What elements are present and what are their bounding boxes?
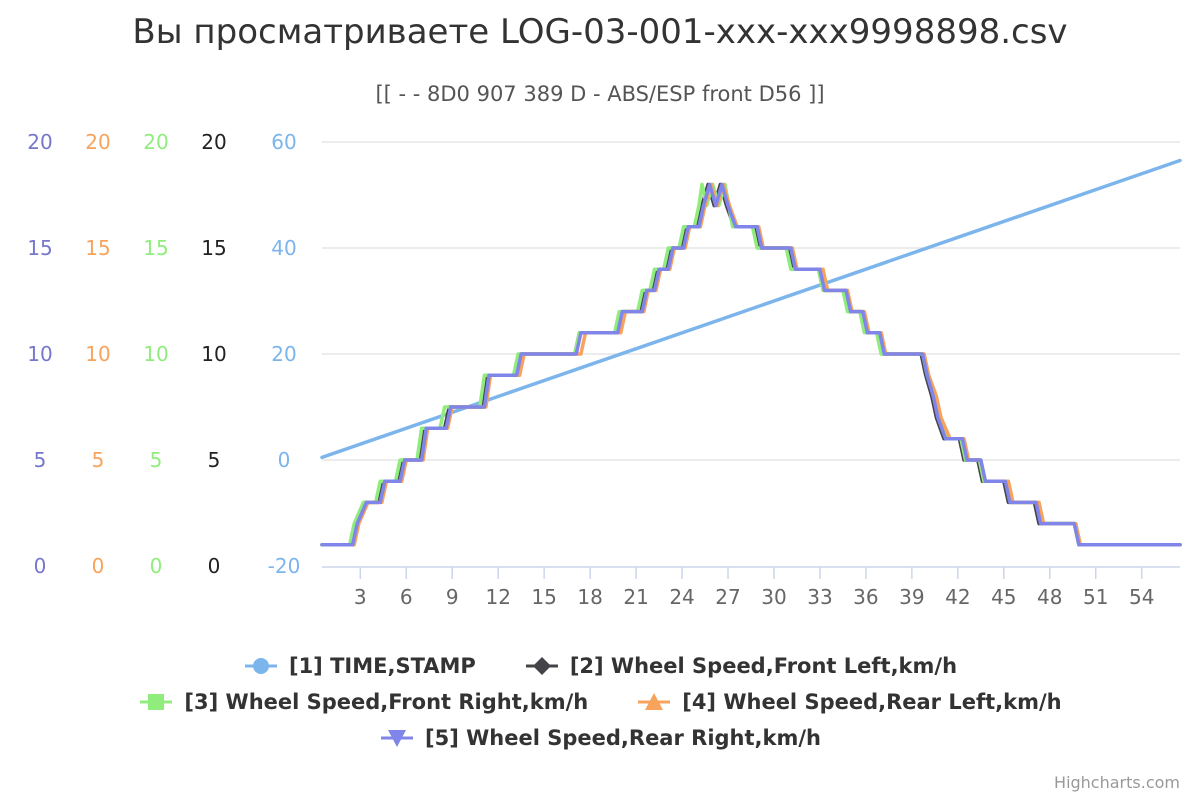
- legend-row: [5] Wheel Speed,Rear Right,km/h: [0, 720, 1200, 756]
- legend-item[interactable]: [5] Wheel Speed,Rear Right,km/h: [379, 726, 821, 750]
- x-tick-label: 12: [485, 585, 510, 609]
- x-tick-label: 15: [531, 585, 556, 609]
- y-tick-label: 10: [85, 342, 110, 366]
- y-tick-label: 20: [201, 130, 226, 154]
- series-line-2: [320, 182, 1182, 547]
- x-tick-label: 39: [899, 585, 924, 609]
- x-tick-label: 48: [1037, 585, 1062, 609]
- y-tick-label: 0: [34, 554, 47, 578]
- y-tick-label: 0: [92, 554, 105, 578]
- x-tick-label: 42: [945, 585, 970, 609]
- y-axis-a3: 0 5 10 15 20: [143, 130, 168, 578]
- legend-label: [4] Wheel Speed,Rear Left,km/h: [682, 690, 1062, 714]
- gridlines: [322, 141, 1180, 461]
- legend-item[interactable]: [3] Wheel Speed,Front Right,km/h: [138, 690, 588, 714]
- triangle-icon: [638, 693, 671, 710]
- x-tick-label: 21: [623, 585, 648, 609]
- legend-row: [1] TIME,STAMP [2] Wheel Speed,Front Left…: [0, 648, 1200, 684]
- y-axes: 0 5 10 15 20 0 5 10 15 20 0 5 10 15 20 0 5 10 15 20 -20 0 20 40…: [27, 130, 300, 578]
- legend-row: [3] Wheel Speed,Front Right,km/h [4] Whee…: [0, 684, 1200, 720]
- legend-label: [2] Wheel Speed,Front Left,km/h: [569, 654, 958, 678]
- triangle-down-icon: [381, 730, 414, 747]
- y-axis-a1: 0 5 10 15 20: [27, 130, 52, 578]
- y-axis-a5: -20 0 20 40 60: [268, 130, 301, 578]
- y-tick-label: 5: [208, 448, 221, 472]
- y-tick-label: 5: [34, 448, 47, 472]
- y-axis-a4: 0 5 10 15 20: [201, 130, 226, 578]
- y-tick-label: 5: [92, 448, 105, 472]
- y-tick-label: 15: [143, 236, 168, 260]
- x-tick-label: 9: [446, 585, 459, 609]
- y-tick-label: 5: [150, 448, 163, 472]
- y-tick-label: 20: [85, 130, 110, 154]
- square-icon: [140, 694, 173, 710]
- y-tick-label: 40: [271, 236, 296, 260]
- y-tick-label: 15: [27, 236, 52, 260]
- x-tick-label: 3: [354, 585, 367, 609]
- y-tick-label: 10: [143, 342, 168, 366]
- legend-label: [5] Wheel Speed,Rear Right,km/h: [425, 726, 821, 750]
- chart-subtitle: [[ - - 8D0 907 389 D - ABS/ESP front D56…: [375, 82, 825, 106]
- x-axis: 3 6 9 12 15 18 21 24 27 30 33 36 39 42 45 48 51 54: [322, 566, 1180, 609]
- y-tick-label: 10: [201, 342, 226, 366]
- x-tick-label: 54: [1129, 585, 1154, 609]
- y-tick-label: 15: [201, 236, 226, 260]
- y-tick-label: 20: [143, 130, 168, 154]
- y-tick-label: 10: [27, 342, 52, 366]
- chart-title: Вы просматриваете LOG-03-001-xxx-xxx9998…: [132, 12, 1068, 52]
- diamond-icon: [525, 657, 558, 675]
- line-chart: 0 5 10 15 20 0 5 10 15 20 0 5 10 15 20 0 5 10 15 20 -20 0 20 40…: [27, 130, 1182, 609]
- x-tick-label: 33: [807, 585, 832, 609]
- legend-label: [1] TIME,STAMP: [288, 654, 476, 678]
- y-tick-label: 0: [208, 554, 221, 578]
- x-tick-label: 45: [991, 585, 1016, 609]
- y-tick-label: 0: [278, 448, 291, 472]
- x-tick-label: 27: [715, 585, 740, 609]
- y-tick-label: 20: [271, 342, 296, 366]
- x-tick-label: 51: [1083, 585, 1108, 609]
- series-line-5: [320, 182, 1182, 547]
- circle-icon: [244, 658, 277, 674]
- x-tick-label: 30: [761, 585, 786, 609]
- series-lines: [320, 158, 1182, 547]
- x-tick-label: 18: [577, 585, 602, 609]
- legend-label: [3] Wheel Speed,Front Right,km/h: [184, 690, 589, 714]
- x-tick-label: 6: [400, 585, 413, 609]
- y-tick-label: -20: [268, 554, 301, 578]
- series-line-4: [320, 182, 1182, 547]
- series-line-3: [320, 182, 1182, 547]
- legend: [1] TIME,STAMP [2] Wheel Speed,Front Left…: [0, 648, 1200, 756]
- y-tick-label: 15: [85, 236, 110, 260]
- legend-item[interactable]: [4] Wheel Speed,Rear Left,km/h: [636, 690, 1062, 714]
- y-tick-label: 20: [27, 130, 52, 154]
- x-tick-label: 36: [853, 585, 878, 609]
- x-tick-label: 24: [669, 585, 694, 609]
- credits-link[interactable]: Highcharts.com: [1054, 773, 1180, 792]
- legend-item[interactable]: [2] Wheel Speed,Front Left,km/h: [524, 654, 957, 678]
- y-tick-label: 60: [271, 130, 296, 154]
- y-axis-a2: 0 5 10 15 20: [85, 130, 110, 578]
- y-tick-label: 0: [150, 554, 163, 578]
- legend-item[interactable]: [1] TIME,STAMP: [243, 654, 476, 678]
